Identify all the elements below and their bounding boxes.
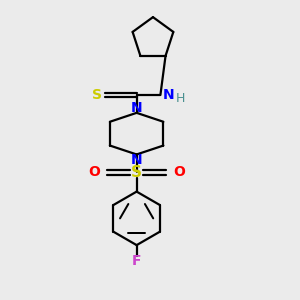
Text: S: S: [92, 88, 102, 102]
Text: S: S: [131, 165, 142, 180]
Text: O: O: [88, 165, 101, 179]
Text: H: H: [176, 92, 185, 105]
Text: F: F: [132, 254, 141, 268]
Text: N: N: [163, 88, 175, 102]
Text: N: N: [131, 101, 142, 115]
Text: O: O: [173, 165, 185, 179]
Text: N: N: [131, 152, 142, 167]
